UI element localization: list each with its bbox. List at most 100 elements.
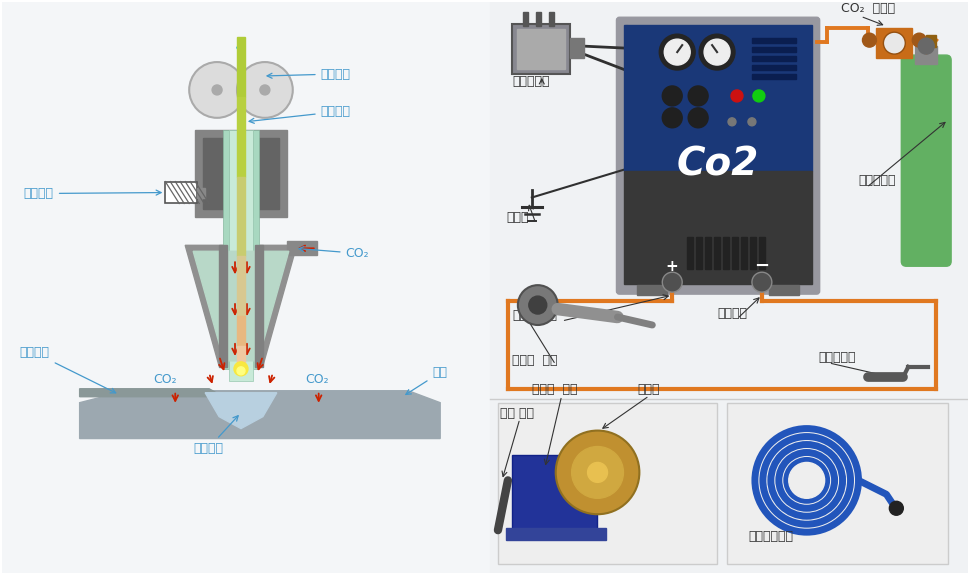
Bar xyxy=(696,237,702,269)
Circle shape xyxy=(788,462,824,499)
Circle shape xyxy=(687,108,707,128)
Circle shape xyxy=(703,39,730,65)
Bar xyxy=(223,130,229,369)
Circle shape xyxy=(662,108,681,128)
Circle shape xyxy=(883,32,904,54)
Bar xyxy=(915,46,936,64)
Bar xyxy=(535,12,541,26)
Circle shape xyxy=(752,90,765,102)
Bar xyxy=(489,2,967,573)
Bar xyxy=(624,25,811,171)
Circle shape xyxy=(528,296,547,314)
Text: 용접전원: 용접전원 xyxy=(24,187,161,200)
FancyBboxPatch shape xyxy=(900,55,951,266)
Bar xyxy=(768,285,797,295)
Circle shape xyxy=(731,90,742,102)
Bar xyxy=(236,97,245,176)
Bar xyxy=(749,237,755,269)
Circle shape xyxy=(747,118,755,126)
Bar xyxy=(195,130,287,217)
Polygon shape xyxy=(204,393,276,429)
Bar xyxy=(569,38,583,58)
Bar xyxy=(253,130,259,369)
Bar xyxy=(165,182,197,203)
Bar xyxy=(925,35,935,47)
Bar xyxy=(219,245,227,367)
Polygon shape xyxy=(185,245,297,366)
Bar xyxy=(704,237,710,269)
Circle shape xyxy=(728,118,735,126)
Bar xyxy=(2,2,489,573)
Text: 입력케이블: 입력케이블 xyxy=(512,75,548,88)
Text: −: − xyxy=(754,257,768,275)
Text: CO₂  게이지: CO₂ 게이지 xyxy=(840,2,893,15)
Bar xyxy=(727,403,947,564)
Bar xyxy=(236,316,245,346)
Circle shape xyxy=(751,272,771,292)
Circle shape xyxy=(236,62,293,118)
Circle shape xyxy=(889,501,902,515)
Circle shape xyxy=(234,362,248,376)
Text: 용접 토치: 용접 토치 xyxy=(499,407,533,419)
Text: 접지선: 접지선 xyxy=(506,211,528,225)
Circle shape xyxy=(699,34,735,70)
Bar xyxy=(229,130,253,381)
Circle shape xyxy=(587,462,607,482)
Text: CO₂: CO₂ xyxy=(305,373,329,386)
Bar xyxy=(722,237,729,269)
Bar xyxy=(236,256,245,316)
Circle shape xyxy=(687,86,707,106)
Text: 송금롤러: 송금롤러 xyxy=(266,68,351,81)
Bar xyxy=(497,403,716,564)
Bar xyxy=(236,346,245,371)
Bar xyxy=(751,74,795,79)
Text: 와이어  피더: 와이어 피더 xyxy=(531,383,577,396)
Bar xyxy=(287,241,316,256)
Bar xyxy=(713,237,719,269)
Bar xyxy=(740,237,746,269)
Circle shape xyxy=(517,285,557,325)
Bar xyxy=(203,138,278,210)
Bar xyxy=(624,171,811,284)
Bar xyxy=(522,12,527,26)
Circle shape xyxy=(212,85,222,95)
Text: 용접선케이블: 용접선케이블 xyxy=(512,309,556,322)
Text: 용접토치: 용접토치 xyxy=(716,307,746,320)
Bar xyxy=(758,237,765,269)
Bar xyxy=(732,237,737,269)
Bar xyxy=(751,65,795,70)
Text: Co2: Co2 xyxy=(676,146,759,183)
Bar xyxy=(512,456,596,530)
Text: 용접선케이블: 용접선케이블 xyxy=(747,530,793,543)
Polygon shape xyxy=(193,252,289,361)
Bar xyxy=(686,237,693,269)
Bar xyxy=(751,38,795,43)
Circle shape xyxy=(571,446,623,499)
Circle shape xyxy=(911,33,925,47)
FancyBboxPatch shape xyxy=(616,17,819,294)
Text: 탄산가스통: 탄산가스통 xyxy=(858,174,895,187)
Polygon shape xyxy=(79,391,440,438)
Bar xyxy=(197,187,204,198)
Text: CO₂: CO₂ xyxy=(298,246,369,260)
Bar xyxy=(255,245,263,367)
Bar xyxy=(876,28,911,58)
Circle shape xyxy=(664,39,690,65)
Text: 금속전극: 금속전극 xyxy=(249,105,351,123)
Circle shape xyxy=(918,38,933,54)
Text: CO₂: CO₂ xyxy=(153,373,176,386)
Circle shape xyxy=(659,34,695,70)
Bar xyxy=(516,29,564,69)
Text: +: + xyxy=(665,259,678,274)
Circle shape xyxy=(189,62,245,118)
Bar xyxy=(236,176,245,256)
Bar xyxy=(236,37,245,97)
Circle shape xyxy=(555,430,639,514)
Bar xyxy=(637,285,667,295)
Text: 용착금속: 용착금속 xyxy=(19,347,115,393)
Bar xyxy=(506,528,605,540)
Circle shape xyxy=(662,86,681,106)
Bar xyxy=(751,47,795,52)
Circle shape xyxy=(260,85,269,95)
Text: 용융금속: 용융금속 xyxy=(193,416,238,455)
